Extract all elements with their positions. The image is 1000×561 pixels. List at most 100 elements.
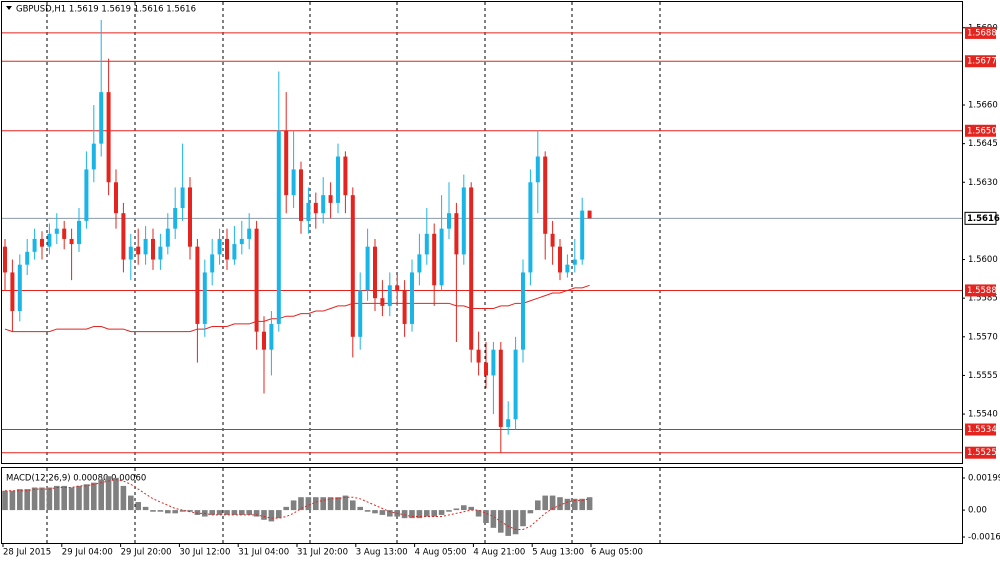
candle-body	[195, 246, 200, 324]
candle-body	[25, 251, 30, 265]
candle-body	[439, 228, 444, 286]
x-tick-label: 4 Aug 21:00	[473, 548, 525, 558]
candle-body	[291, 169, 296, 196]
y-tick-label: 1.5600	[968, 255, 998, 265]
price-panel-frame	[1, 1, 963, 464]
macd-bar	[231, 510, 238, 515]
macd-bar	[512, 510, 519, 535]
candle-body	[247, 228, 252, 239]
macd-bar	[431, 510, 437, 517]
candle-body	[128, 246, 133, 260]
candle-body	[188, 187, 192, 247]
macd-bar	[379, 510, 386, 515]
candle-body	[491, 349, 496, 376]
candle-body	[3, 246, 7, 273]
candle-body	[535, 156, 540, 183]
candle-body	[276, 130, 281, 324]
macd-bar	[320, 497, 326, 511]
level-label-box	[965, 284, 996, 297]
macd-bar	[298, 497, 304, 511]
macd-bar	[179, 510, 186, 512]
candle-body	[424, 233, 429, 255]
macd-bar	[239, 510, 245, 515]
current-price-box	[964, 211, 997, 225]
candle-body	[114, 182, 118, 214]
x-tick-label: 29 Jul 04:00	[62, 548, 113, 558]
candle-body	[262, 331, 266, 350]
candle-body	[202, 272, 207, 324]
candle-body	[513, 349, 518, 420]
macd-bar	[475, 510, 482, 517]
candle-body	[136, 246, 141, 255]
macd-bar	[91, 482, 97, 511]
macd-bar	[261, 510, 267, 520]
macd-bar	[542, 495, 548, 511]
x-tick-label: 5 Aug 13:00	[532, 548, 584, 558]
macd-bar	[364, 510, 371, 512]
candle-body	[528, 182, 533, 273]
macd-bar	[31, 487, 38, 511]
level-label: 1.5588	[967, 286, 997, 296]
x-tick-label: 31 Jul 20:00	[297, 548, 348, 558]
level-label-box	[965, 55, 996, 68]
macd-bar	[98, 479, 104, 511]
macd-bar	[157, 510, 164, 512]
candle-body	[484, 362, 488, 376]
x-tick-label: 4 Aug 05:00	[415, 548, 467, 558]
x-tick-label: 28 Jul 2015	[3, 548, 51, 558]
candle-body	[225, 238, 229, 260]
macd-bar	[194, 510, 201, 515]
candle-body	[269, 323, 274, 350]
macd-bar	[283, 506, 289, 511]
candle-body	[77, 220, 81, 245]
y-tick-label: 1.5540	[968, 410, 998, 420]
macd-bar	[216, 510, 223, 515]
macd-bar	[313, 497, 319, 511]
candle-body	[336, 156, 340, 203]
macd-bar	[246, 510, 252, 515]
macd-bar	[76, 485, 82, 511]
candle-body	[62, 228, 67, 239]
candle-body	[521, 272, 525, 350]
macd-bar	[327, 497, 334, 511]
candle-body	[417, 254, 422, 273]
macd-bar	[438, 510, 445, 515]
macd-bar	[446, 510, 452, 512]
macd-bar	[2, 490, 8, 511]
candle-body	[69, 238, 74, 245]
level-label-box	[965, 124, 996, 137]
candle-body	[10, 272, 15, 312]
x-tick-label: 31 Jul 04:00	[238, 548, 289, 558]
candle-body	[343, 156, 348, 196]
candle-body	[151, 238, 155, 260]
candle-body	[373, 246, 377, 299]
macd-bar	[468, 506, 474, 511]
y-tick-label: 1.5630	[968, 178, 998, 188]
macd-bar	[357, 506, 363, 511]
candle-body	[99, 92, 104, 144]
macd-bar	[268, 510, 275, 522]
macd-bar	[416, 510, 423, 519]
macd-bar	[505, 510, 511, 536]
candle-body	[461, 187, 466, 255]
macd-bar	[24, 489, 30, 511]
candle-body	[328, 195, 333, 203]
level-label: 1.5534	[967, 425, 997, 435]
candle-body	[387, 285, 392, 306]
candle-body	[580, 210, 585, 260]
candle-body	[469, 187, 474, 350]
macd-bar	[253, 510, 260, 517]
candle-body	[173, 208, 178, 229]
macd-bar	[39, 487, 45, 511]
macd-bar	[150, 510, 156, 512]
candle-body	[402, 290, 407, 324]
candle-body	[350, 195, 355, 337]
candle-body	[498, 349, 503, 427]
level-label-box	[965, 446, 996, 459]
candle-body	[180, 187, 185, 209]
macd-bar	[17, 489, 23, 511]
macd-bar	[483, 510, 489, 523]
macd-bar	[586, 497, 593, 511]
macd-bar	[172, 510, 178, 514]
